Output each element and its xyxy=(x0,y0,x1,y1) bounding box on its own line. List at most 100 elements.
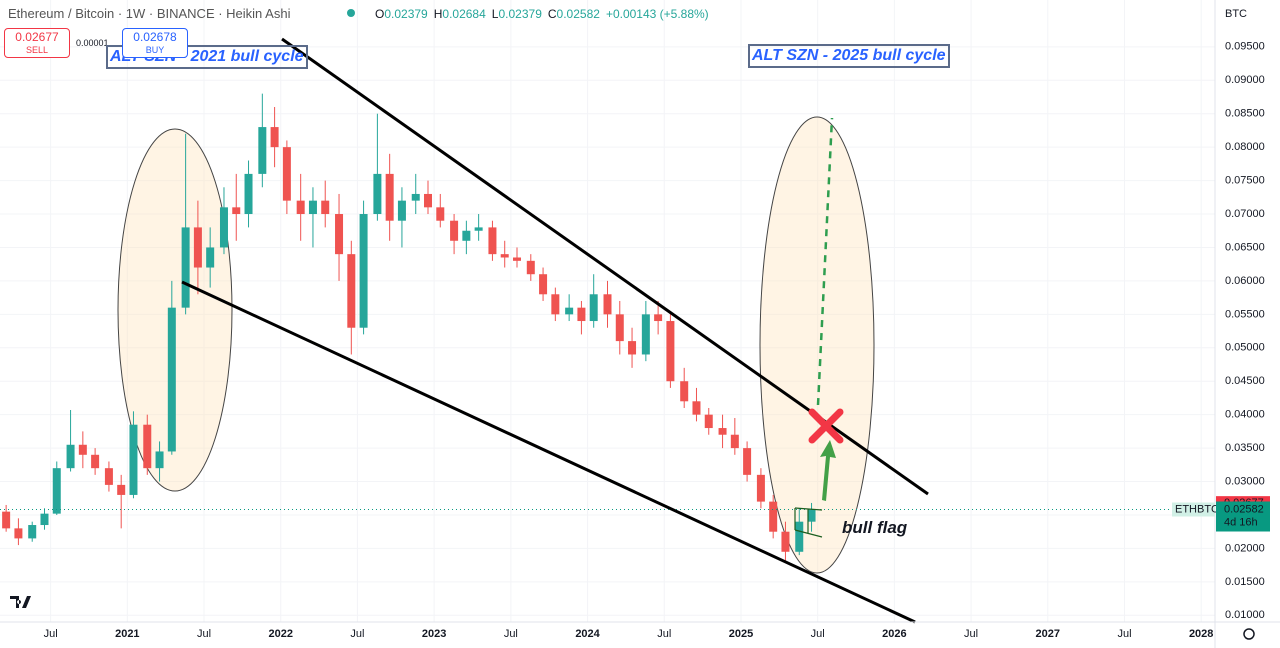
y-tick-label: 0.06500 xyxy=(1225,241,1265,253)
candle-body xyxy=(436,207,445,221)
y-tick-label: 0.07500 xyxy=(1225,174,1265,186)
settings-icon[interactable] xyxy=(1243,628,1255,640)
price-tag-countdown: 4d 16h xyxy=(1224,516,1258,528)
x-tick-label: 2023 xyxy=(422,628,446,640)
ohlc-change: +0.00143 (+5.88%) xyxy=(605,7,709,21)
x-tick-label: 2025 xyxy=(729,628,753,640)
candle-body xyxy=(666,321,675,382)
candle-body xyxy=(397,200,406,221)
candle-body xyxy=(143,424,152,469)
candle-body xyxy=(40,513,49,526)
candle-body xyxy=(743,448,752,475)
ohlc-value: 0.02684 xyxy=(442,7,486,21)
candle-body xyxy=(335,214,344,255)
candle-body xyxy=(577,307,586,322)
candle-body xyxy=(258,127,267,174)
candle-body xyxy=(500,254,509,258)
y-tick-label: 0.04000 xyxy=(1225,409,1265,421)
candle-body xyxy=(462,230,471,241)
x-tick-label: Jul xyxy=(811,628,825,640)
y-tick-label: 0.04500 xyxy=(1225,375,1265,387)
y-tick-label: 0.08000 xyxy=(1225,141,1265,153)
x-tick-label: 2024 xyxy=(575,628,600,640)
candle-body xyxy=(603,294,612,315)
candle-body xyxy=(718,428,727,435)
candle-body xyxy=(308,200,317,215)
y-tick-label: 0.07000 xyxy=(1225,208,1265,220)
candle-body xyxy=(730,434,739,449)
annotation-2025: ALT SZN - 2025 bull cycle xyxy=(748,44,950,68)
x-tick-label: Jul xyxy=(657,628,671,640)
candle-body xyxy=(296,200,305,215)
spread: 0.00001 xyxy=(76,38,109,48)
y-tick-label: 0.08500 xyxy=(1225,108,1265,120)
x-tick-label: Jul xyxy=(504,628,518,640)
candle-body xyxy=(526,260,535,275)
drawings xyxy=(181,37,929,624)
candle-body xyxy=(206,247,215,268)
ohlc-value: 0.02379 xyxy=(498,7,542,21)
y-tick-label: 0.03000 xyxy=(1225,475,1265,487)
y-tick-label: 0.09500 xyxy=(1225,41,1265,53)
y-tick-label: 0.06000 xyxy=(1225,275,1265,287)
candle-body xyxy=(219,207,228,248)
grid xyxy=(0,0,1215,622)
candle-body xyxy=(795,521,804,552)
candle-body xyxy=(692,401,701,415)
candle-body xyxy=(282,147,291,201)
candle-body xyxy=(270,127,279,148)
y-tick-label: 0.01500 xyxy=(1225,576,1265,588)
candle-body xyxy=(347,254,356,328)
candle-body xyxy=(321,200,330,215)
candle-body xyxy=(167,307,176,452)
annotation-bull-flag: bull flag xyxy=(842,518,908,537)
symbol-title: Ethereum / Bitcoin · 1W · BINANCE · Heik… xyxy=(8,6,291,21)
x-tick-label: Jul xyxy=(964,628,978,640)
symbol-tag-label: ETHBTC xyxy=(1175,503,1219,515)
y-tick-label: 0.02000 xyxy=(1225,542,1265,554)
zone-2025 xyxy=(759,116,875,574)
lower-trendline xyxy=(181,280,916,624)
candle-body xyxy=(411,193,420,201)
candle-body xyxy=(181,227,190,308)
candle-body xyxy=(615,314,624,342)
price-tag-value: 0.02582 xyxy=(1224,503,1264,515)
candle-body xyxy=(474,227,483,231)
candle-body xyxy=(78,444,87,455)
y-tick-label: 0.05000 xyxy=(1225,342,1265,354)
candle-body xyxy=(385,173,394,221)
ohlc-key: L xyxy=(491,7,499,21)
y-tick-label: 0.03500 xyxy=(1225,442,1265,454)
x-tick-label: 2028 xyxy=(1189,628,1213,640)
candle-body xyxy=(91,454,100,469)
ohlc-key: O xyxy=(375,7,385,21)
x-tick-label: 2027 xyxy=(1036,628,1060,640)
candle-body xyxy=(680,381,689,402)
sell-button[interactable]: 0.02677 SELL xyxy=(4,28,70,58)
candle-body xyxy=(704,414,713,429)
projection-line xyxy=(816,117,834,406)
sell-price: 0.02677 xyxy=(15,30,59,44)
candle-body xyxy=(539,274,548,295)
candle-body xyxy=(769,501,778,532)
ohlc-key: H xyxy=(433,7,443,21)
candle-body xyxy=(424,193,433,208)
ohlc-legend: O0.02379 H0.02684 L0.02379 C0.02582 +0.00143… xyxy=(375,7,709,21)
breakout-arrow xyxy=(820,440,836,501)
candle-body xyxy=(104,468,113,485)
candle-body xyxy=(512,257,521,261)
flag-channel xyxy=(794,507,823,538)
candle-body xyxy=(628,341,637,355)
candle-body xyxy=(450,220,459,241)
candle-body xyxy=(129,424,138,495)
candle-body xyxy=(155,451,164,469)
candle-body xyxy=(359,214,368,328)
candle-body xyxy=(193,227,202,268)
candle-body xyxy=(589,294,598,322)
candle-body xyxy=(807,509,816,522)
ohlc-key: C xyxy=(547,7,557,21)
candle-body xyxy=(654,314,663,322)
candle-body xyxy=(641,314,650,355)
buy-button[interactable]: 0.02678 BUY xyxy=(122,28,188,58)
